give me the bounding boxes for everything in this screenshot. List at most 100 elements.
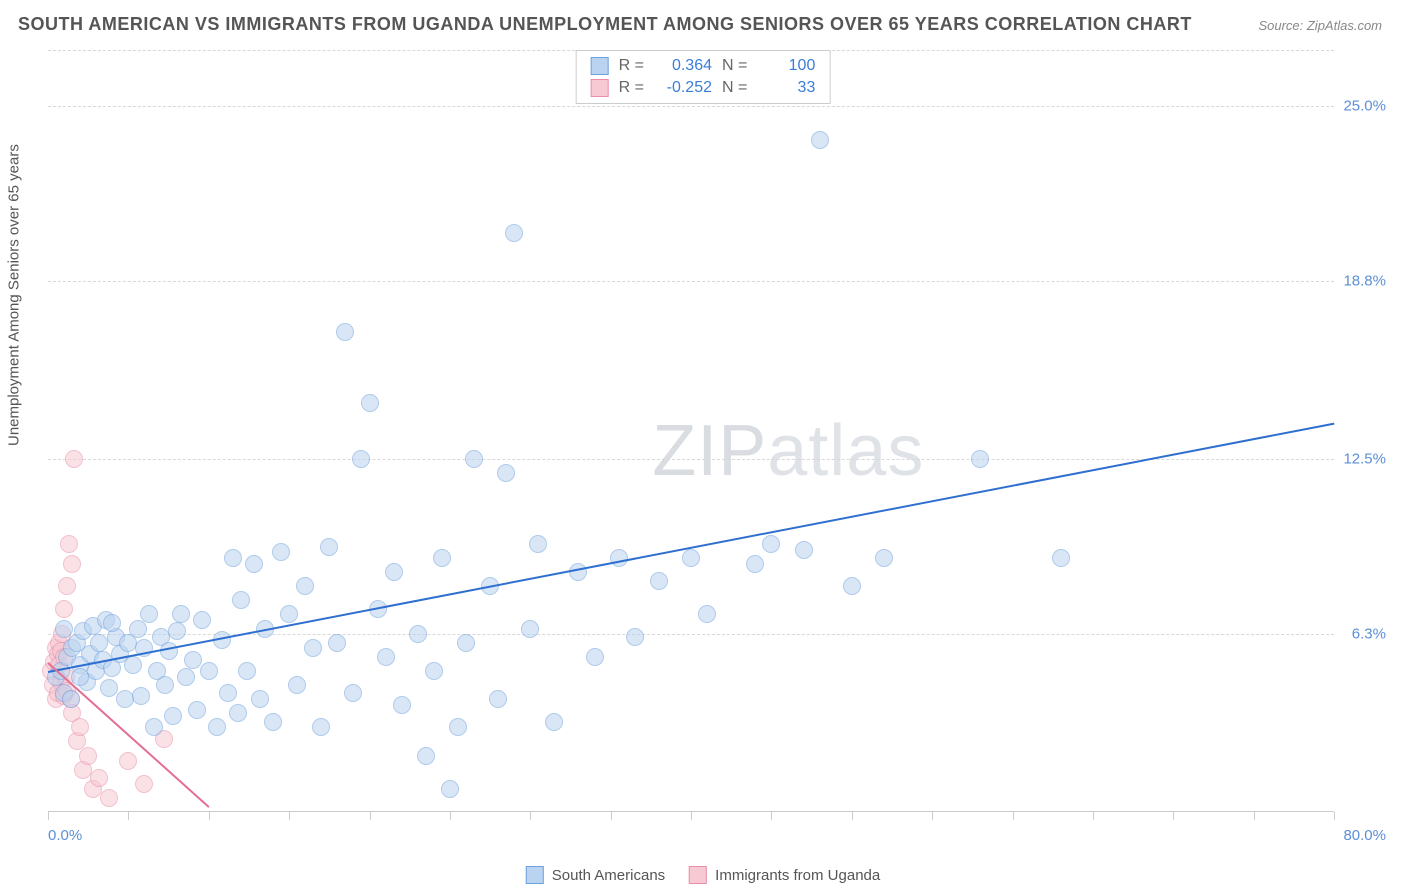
data-point xyxy=(344,684,362,702)
y-tick-label: 12.5% xyxy=(1343,451,1386,468)
data-point xyxy=(168,622,186,640)
data-point xyxy=(58,577,76,595)
data-point xyxy=(245,555,263,573)
watermark: ZIPatlas xyxy=(652,410,924,492)
data-point xyxy=(698,605,716,623)
n-value: 33 xyxy=(757,79,815,97)
data-point xyxy=(264,713,282,731)
data-point xyxy=(63,555,81,573)
x-tick xyxy=(530,812,531,820)
data-point xyxy=(238,662,256,680)
x-tick xyxy=(932,812,933,820)
data-point xyxy=(361,394,379,412)
stats-row: R =-0.252N =33 xyxy=(591,77,816,99)
data-point xyxy=(193,611,211,629)
x-tick xyxy=(209,812,210,820)
data-point xyxy=(425,662,443,680)
y-axis-label: Unemployment Among Seniors over 65 years xyxy=(6,144,23,446)
data-point xyxy=(875,549,893,567)
x-tick xyxy=(611,812,612,820)
legend-swatch xyxy=(526,866,544,884)
data-point xyxy=(610,549,628,567)
series-swatch xyxy=(591,57,609,75)
data-point xyxy=(200,662,218,680)
data-point xyxy=(124,656,142,674)
data-point xyxy=(90,769,108,787)
data-point xyxy=(312,718,330,736)
data-point xyxy=(393,696,411,714)
scatter-plot: ZIPatlas 0.0% 80.0% 6.3%12.5%18.8%25.0% xyxy=(48,50,1394,852)
data-point xyxy=(505,224,523,242)
data-point xyxy=(626,628,644,646)
data-point xyxy=(280,605,298,623)
series-swatch xyxy=(591,79,609,97)
r-value: 0.364 xyxy=(654,57,712,75)
data-point xyxy=(229,704,247,722)
n-value: 100 xyxy=(757,57,815,75)
data-point xyxy=(116,690,134,708)
data-point xyxy=(224,549,242,567)
r-label: R = xyxy=(619,57,644,75)
data-point xyxy=(55,600,73,618)
data-point xyxy=(545,713,563,731)
data-point xyxy=(172,605,190,623)
data-point xyxy=(62,690,80,708)
x-tick xyxy=(1013,812,1014,820)
data-point xyxy=(119,752,137,770)
data-point xyxy=(465,450,483,468)
data-point xyxy=(811,131,829,149)
data-point xyxy=(65,450,83,468)
data-point xyxy=(219,684,237,702)
watermark-rest: atlas xyxy=(767,411,924,491)
data-point xyxy=(569,563,587,581)
data-point xyxy=(497,464,515,482)
data-point xyxy=(433,549,451,567)
data-point xyxy=(296,577,314,595)
x-axis-min-label: 0.0% xyxy=(48,827,82,844)
data-point xyxy=(377,648,395,666)
data-point xyxy=(304,639,322,657)
data-point xyxy=(328,634,346,652)
data-point xyxy=(71,668,89,686)
x-tick xyxy=(1334,812,1335,820)
x-tick xyxy=(289,812,290,820)
n-label: N = xyxy=(722,57,747,75)
x-tick xyxy=(1173,812,1174,820)
data-point xyxy=(521,620,539,638)
data-point xyxy=(140,605,158,623)
source-attribution: Source: ZipAtlas.com xyxy=(1258,18,1382,33)
data-point xyxy=(320,538,338,556)
data-point xyxy=(457,634,475,652)
data-point xyxy=(288,676,306,694)
data-point xyxy=(1052,549,1070,567)
data-point xyxy=(586,648,604,666)
stats-row: R = 0.364 N = 100 xyxy=(591,55,816,77)
x-tick xyxy=(771,812,772,820)
legend-swatch xyxy=(689,866,707,884)
data-point xyxy=(971,450,989,468)
data-point xyxy=(650,572,668,590)
data-point xyxy=(336,323,354,341)
legend-label: South Americans xyxy=(552,867,665,884)
data-point xyxy=(135,775,153,793)
data-point xyxy=(449,718,467,736)
legend: South AmericansImmigrants from Uganda xyxy=(526,866,880,884)
data-point xyxy=(60,535,78,553)
correlation-stats-box: R =0.364N =100R =-0.252N =33 xyxy=(576,50,831,104)
n-label: N = xyxy=(722,79,747,97)
x-tick xyxy=(370,812,371,820)
data-point xyxy=(132,687,150,705)
x-tick xyxy=(691,812,692,820)
data-point xyxy=(160,642,178,660)
data-point xyxy=(251,690,269,708)
data-point xyxy=(100,679,118,697)
x-axis-max-label: 80.0% xyxy=(1343,827,1386,844)
data-point xyxy=(208,718,226,736)
legend-item: South Americans xyxy=(526,866,665,884)
gridline xyxy=(48,281,1334,282)
data-point xyxy=(489,690,507,708)
data-point xyxy=(103,614,121,632)
data-point xyxy=(272,543,290,561)
gridline xyxy=(48,106,1334,107)
x-tick xyxy=(128,812,129,820)
